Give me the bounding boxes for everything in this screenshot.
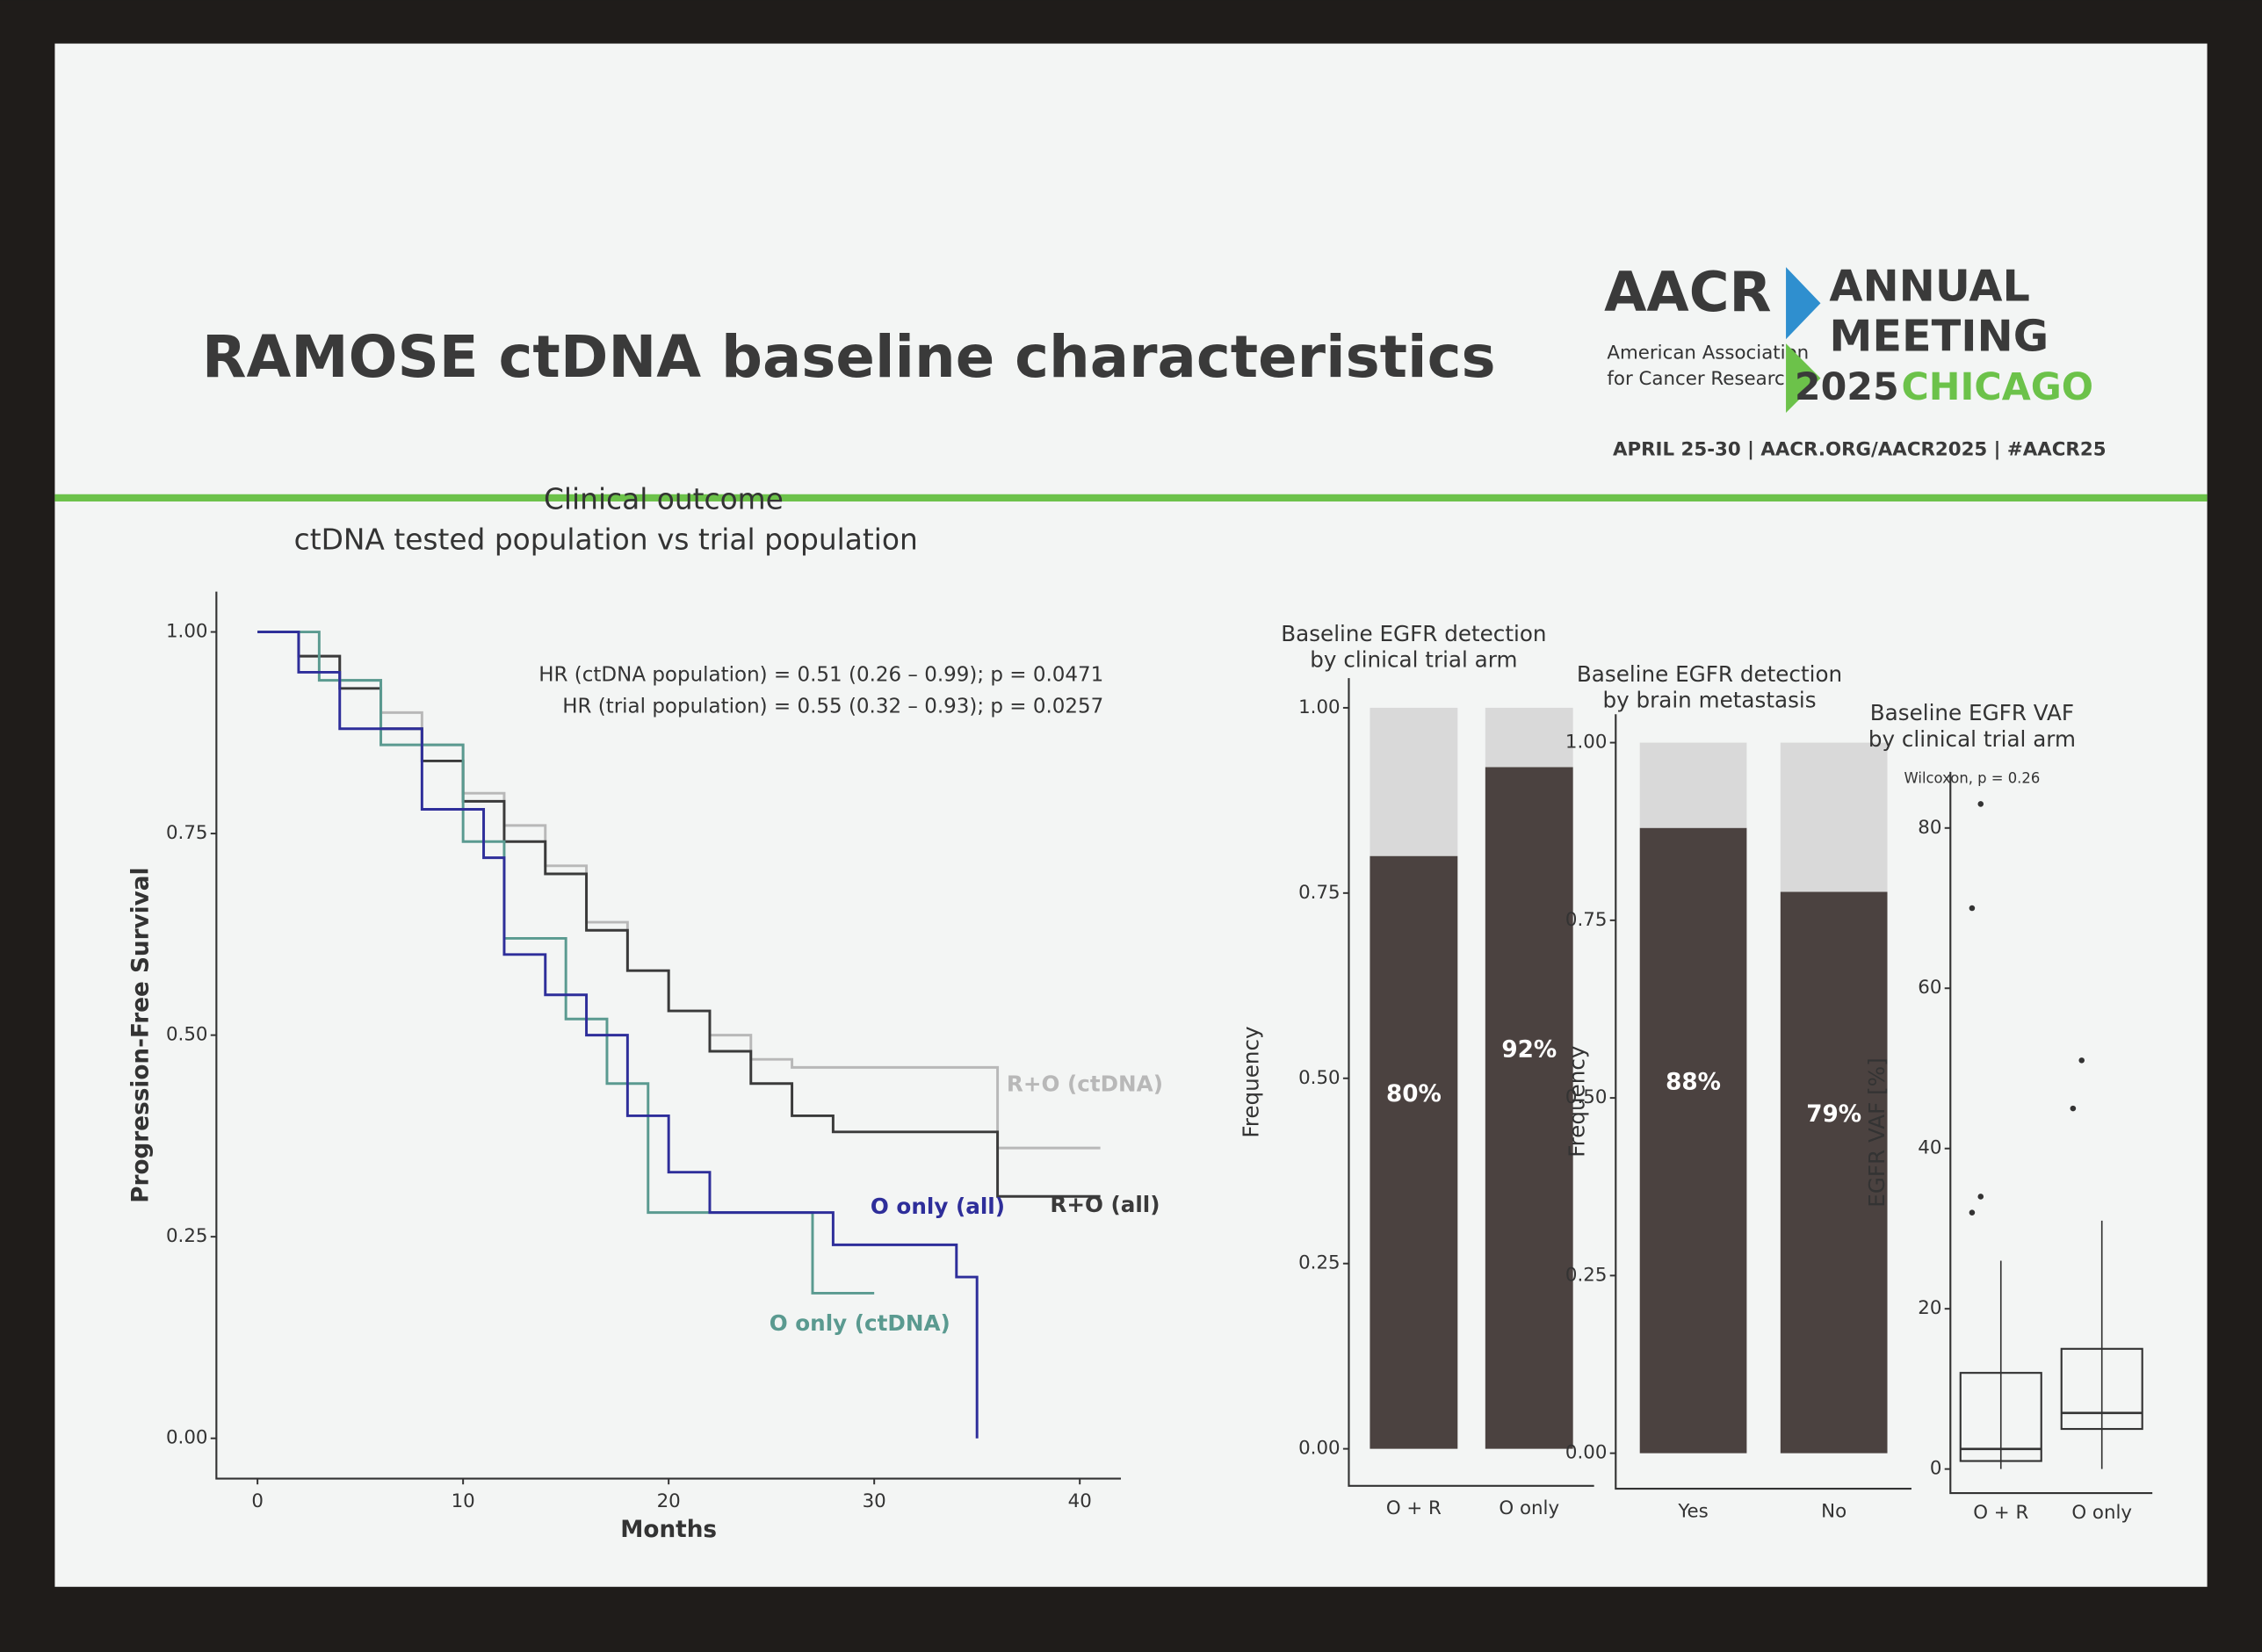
axis-line bbox=[215, 591, 1122, 1480]
outlier bbox=[1969, 905, 1976, 912]
y-tick-label: 20 bbox=[1918, 1297, 1941, 1319]
logo-details: APRIL 25-30 | AACR.ORG/AACR2025 | #AACR2… bbox=[1613, 439, 2107, 461]
y-tick-label: 0.25 bbox=[1565, 1264, 1608, 1286]
axis-line bbox=[1348, 678, 1594, 1487]
bar-segment bbox=[1639, 742, 1747, 828]
y-tick-label: 0.00 bbox=[1565, 1442, 1608, 1464]
km-curve bbox=[257, 631, 875, 1295]
chart-title: by clinical trial arm bbox=[1310, 646, 1517, 672]
chart-subtitle: ctDNA tested population vs trial populat… bbox=[294, 523, 918, 557]
logo-org-line: American Association bbox=[1607, 343, 1809, 364]
annotation: HR (ctDNA population) = 0.51 (0.26 – 0.9… bbox=[538, 663, 1103, 686]
y-tick-label: 40 bbox=[1918, 1137, 1941, 1159]
chart-title: by clinical trial arm bbox=[1868, 726, 2076, 752]
value-label: 88% bbox=[1666, 1069, 1721, 1095]
outlier bbox=[1977, 801, 1984, 807]
y-tick-label: 1.00 bbox=[1298, 696, 1341, 718]
x-tick-label: O only bbox=[2071, 1502, 2132, 1524]
y-axis-label: EGFR VAF [%] bbox=[1864, 1057, 1890, 1207]
x-tick-label: O + R bbox=[1386, 1497, 1442, 1519]
axis-line bbox=[1949, 771, 2153, 1495]
bar-segment bbox=[1639, 827, 1747, 1454]
x-tick-label: O + R bbox=[1973, 1502, 2028, 1524]
outlier bbox=[1977, 1194, 1984, 1200]
x-tick-label: 30 bbox=[863, 1490, 886, 1512]
y-axis-label: Frequency bbox=[1238, 1026, 1263, 1137]
y-tick-label: 0.75 bbox=[1298, 882, 1341, 904]
logo-year: 2025 bbox=[1795, 365, 1899, 409]
logo: AACR American Association for Cancer Res… bbox=[1604, 260, 2106, 461]
x-tick-label: No bbox=[1821, 1500, 1846, 1522]
logo-city: CHICAGO bbox=[1901, 365, 2093, 409]
logo-mark bbox=[1786, 343, 1821, 414]
y-tick-label: 0.00 bbox=[1298, 1438, 1341, 1460]
y-axis-label: Frequency bbox=[1565, 1046, 1590, 1158]
km-curve bbox=[257, 631, 979, 1439]
y-tick-label: 0.25 bbox=[166, 1225, 208, 1247]
series-label: R+O (ctDNA) bbox=[1007, 1071, 1163, 1096]
logo-event: MEETING bbox=[1829, 311, 2049, 362]
value-label: 79% bbox=[1806, 1101, 1861, 1128]
y-axis-label: Progression-Free Survival bbox=[127, 867, 154, 1202]
y-tick-label: 0.50 bbox=[166, 1024, 208, 1046]
y-tick-label: 0.50 bbox=[1565, 1086, 1608, 1108]
y-tick-label: 1.00 bbox=[166, 621, 208, 643]
logo-event: ANNUAL bbox=[1829, 260, 2030, 311]
chart-title: Baseline EGFR detection bbox=[1281, 621, 1546, 646]
outlier bbox=[2078, 1057, 2085, 1064]
chart-title: Clinical outcome bbox=[544, 483, 784, 516]
y-tick-label: 0.75 bbox=[1565, 909, 1608, 931]
logo-org: AACR bbox=[1604, 260, 1771, 324]
y-tick-label: 0.25 bbox=[1298, 1252, 1341, 1274]
y-tick-label: 0.50 bbox=[1298, 1067, 1341, 1089]
bar-segment bbox=[1369, 855, 1458, 1449]
chart-title: by brain metastasis bbox=[1602, 687, 1816, 712]
box-body bbox=[1959, 1372, 2042, 1462]
bar-segment bbox=[1485, 767, 1573, 1449]
logo-mark bbox=[1786, 267, 1821, 340]
annotation: HR (trial population) = 0.55 (0.32 – 0.9… bbox=[562, 696, 1103, 718]
box-body bbox=[2060, 1347, 2143, 1431]
y-tick-label: 60 bbox=[1918, 977, 1941, 999]
outlier bbox=[1969, 1209, 1976, 1216]
logo-org-line: for Cancer Research bbox=[1607, 368, 1796, 390]
x-tick-label: 20 bbox=[657, 1490, 681, 1512]
series-label: O only (ctDNA) bbox=[770, 1310, 950, 1336]
slide-title: RAMOSE ctDNA baseline characteristics bbox=[202, 324, 1496, 391]
y-tick-label: 0.75 bbox=[166, 822, 208, 844]
y-tick-label: 0.00 bbox=[166, 1427, 208, 1449]
series-label: R+O (all) bbox=[1050, 1192, 1160, 1217]
charts: Clinical outcome ctDNA tested population … bbox=[127, 483, 2153, 1543]
y-tick-label: 0 bbox=[1930, 1458, 1942, 1480]
x-tick-label: O only bbox=[1499, 1497, 1559, 1519]
y-tick-label: 1.00 bbox=[1565, 732, 1608, 754]
outlier bbox=[2070, 1105, 2077, 1112]
axis-line bbox=[1615, 714, 1911, 1490]
chart-title: Baseline EGFR VAF bbox=[1870, 700, 2074, 725]
x-tick-label: 0 bbox=[251, 1490, 264, 1512]
x-tick-label: Yes bbox=[1677, 1500, 1708, 1522]
chart-title: Baseline EGFR detection bbox=[1577, 661, 1842, 687]
series-label: O only (all) bbox=[871, 1194, 1005, 1219]
y-tick-label: 80 bbox=[1918, 817, 1941, 839]
bar-segment bbox=[1780, 891, 1888, 1454]
value-label: 80% bbox=[1386, 1081, 1442, 1107]
value-label: 92% bbox=[1501, 1036, 1557, 1063]
bar-segment bbox=[1369, 707, 1458, 856]
x-axis-label: Months bbox=[620, 1517, 717, 1543]
bar-segment bbox=[1485, 707, 1573, 768]
x-tick-label: 40 bbox=[1068, 1490, 1092, 1512]
annotation: Wilcoxon, p = 0.26 bbox=[1904, 770, 2041, 787]
x-tick-label: 10 bbox=[452, 1490, 475, 1512]
bar-segment bbox=[1780, 742, 1888, 892]
